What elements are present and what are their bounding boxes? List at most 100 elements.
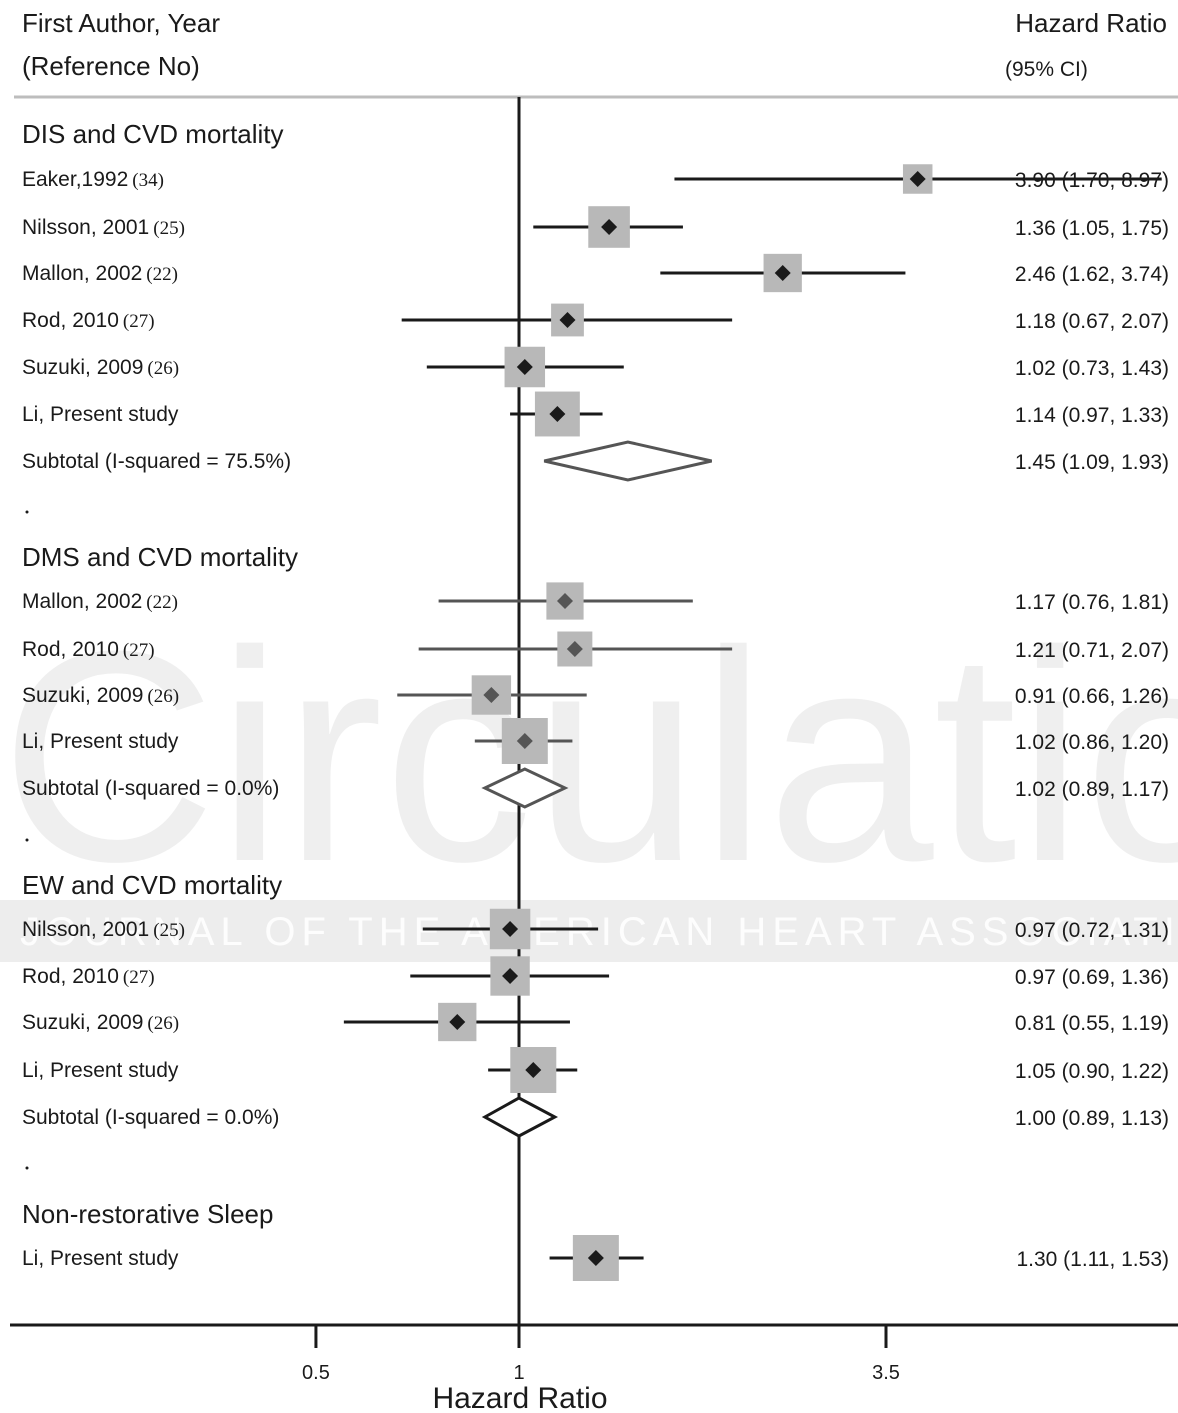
subtotal-label: Subtotal (I-squared = 75.5%) [22, 450, 291, 473]
hr-value: 1.17 (0.76, 1.81) [1015, 591, 1169, 614]
hr-value: 1.05 (0.90, 1.22) [1015, 1060, 1169, 1083]
study-reference: (22) [146, 592, 178, 613]
study-label: Mallon, 2002 (22) [22, 590, 178, 613]
point-estimate [516, 359, 533, 375]
study-row: Mallon, 2002 (22) 2.46 (1.62, 3.74) [22, 253, 1169, 293]
pooled-diamond [481, 767, 569, 809]
point-estimate [587, 1250, 604, 1266]
hr-value: 0.97 (0.69, 1.36) [1015, 966, 1169, 989]
study-row: Nilsson, 2001 (25) 1.36 (1.05, 1.75) [22, 206, 1169, 248]
subtotal-row: Subtotal (I-squared = 75.5%) 1.45 (1.09, … [22, 440, 1169, 482]
hr-value: 0.81 (0.55, 1.19) [1015, 1012, 1169, 1035]
x-tick-label: 0.5 [302, 1362, 330, 1384]
hr-value: 0.97 (0.72, 1.31) [1015, 919, 1169, 942]
point-estimate [559, 312, 576, 328]
hr-value: 0.91 (0.66, 1.26) [1015, 685, 1169, 708]
study-label: Suzuki, 2009 (26) [22, 356, 179, 379]
group-title: DIS and CVD mortality [22, 119, 284, 149]
study-group: DMS and CVD mortality Mallon, 2002 (22) 1.1… [22, 542, 1169, 842]
group-title: EW and CVD mortality [22, 870, 282, 900]
study-label: Li, Present study [22, 403, 179, 426]
group-title: DMS and CVD mortality [22, 542, 298, 572]
study-reference: (26) [147, 358, 179, 379]
x-tick-label: 1 [513, 1362, 524, 1384]
study-row: Nilsson, 2001 (25) 0.97 (0.72, 1.31) [22, 908, 1169, 950]
study-rows: DIS and CVD mortality Eaker,1992 (34) 3.90 … [22, 119, 1169, 1281]
point-estimate [774, 265, 791, 281]
study-label: Li, Present study [22, 730, 179, 753]
study-label: Li, Present study [22, 1247, 179, 1270]
study-reference: (27) [123, 967, 155, 988]
subtotal-value: 1.00 (0.89, 1.13) [1015, 1107, 1169, 1130]
header-hazard-ratio-label: Hazard Ratio [1015, 8, 1167, 38]
point-estimate [566, 641, 583, 657]
hr-value: 1.02 (0.86, 1.20) [1015, 731, 1169, 754]
study-row: Mallon, 2002 (22) 1.17 (0.76, 1.81) [22, 582, 1169, 620]
study-reference: (27) [123, 311, 155, 332]
subtotal-value: 1.45 (1.09, 1.93) [1015, 451, 1169, 474]
group-title: Non-restorative Sleep [22, 1199, 273, 1229]
study-group: DIS and CVD mortality Eaker,1992 (34) 3.90 … [22, 119, 1169, 514]
study-row: Li, Present study 1.05 (0.90, 1.22) [22, 1047, 1169, 1093]
spacer-dot [25, 1166, 29, 1170]
hr-value: 1.18 (0.67, 2.07) [1015, 310, 1169, 333]
study-reference: (25) [153, 218, 185, 239]
study-row: Li, Present study 1.14 (0.97, 1.33) [22, 391, 1169, 437]
hr-value: 1.14 (0.97, 1.33) [1015, 404, 1169, 427]
hr-value: 1.30 (1.11, 1.53) [1016, 1248, 1169, 1271]
study-reference: (25) [153, 920, 185, 941]
subtotal-label: Subtotal (I-squared = 0.0%) [22, 777, 279, 800]
study-label: Suzuki, 2009 (26) [22, 684, 179, 707]
hr-value: 1.21 (0.71, 2.07) [1015, 639, 1169, 662]
x-axis-title: Hazard Ratio [432, 1382, 607, 1413]
watermark-band [0, 900, 1178, 962]
study-label: Rod, 2010 (27) [22, 965, 155, 988]
point-estimate [502, 921, 519, 937]
subtotal-label: Subtotal (I-squared = 0.0%) [22, 1106, 279, 1129]
study-group: Non-restorative Sleep Li, Present study 1.… [22, 1199, 1169, 1281]
point-estimate [483, 687, 500, 703]
point-estimate [525, 1062, 542, 1078]
study-label: Rod, 2010 (27) [22, 638, 155, 661]
study-label: Li, Present study [22, 1059, 179, 1082]
study-group: EW and CVD mortality Nilsson, 2001 (25) 0.9… [22, 870, 1169, 1170]
study-label: Nilsson, 2001 (25) [22, 216, 185, 239]
study-label: Rod, 2010 (27) [22, 309, 155, 332]
header-author-label: First Author, Year [22, 8, 220, 38]
study-reference: (26) [147, 686, 179, 707]
hr-value: 2.46 (1.62, 3.74) [1015, 263, 1169, 286]
study-reference: (34) [132, 170, 164, 191]
study-reference: (27) [123, 640, 155, 661]
subtotal-row: Subtotal (I-squared = 0.0%) 1.00 (0.89, 1… [22, 1096, 1169, 1138]
study-row: Suzuki, 2009 (26) 1.02 (0.73, 1.43) [22, 346, 1169, 388]
hr-value: 1.02 (0.73, 1.43) [1015, 357, 1169, 380]
study-row: Suzuki, 2009 (26) 0.91 (0.66, 1.26) [22, 675, 1169, 715]
study-row: Eaker,1992 (34) 3.90 (1.70, 8.97) [22, 164, 1169, 194]
study-reference: (26) [147, 1013, 179, 1034]
x-axis-ticks: 0.5 1 3.5 [302, 1325, 900, 1384]
point-estimate [502, 968, 519, 984]
study-label: Eaker,1992 (34) [22, 168, 164, 191]
pooled-diamond [481, 1096, 559, 1138]
subtotal-row: Subtotal (I-squared = 0.0%) 1.02 (0.89, 1… [22, 767, 1169, 809]
study-row: Li, Present study 1.30 (1.11, 1.53) [22, 1235, 1169, 1281]
spacer-dot [25, 510, 29, 514]
subtotal-value: 1.02 (0.89, 1.17) [1015, 778, 1169, 801]
study-label: Suzuki, 2009 (26) [22, 1011, 179, 1034]
point-estimate [556, 593, 573, 609]
x-tick-label: 3.5 [872, 1362, 900, 1384]
header-reference-label: (Reference No) [22, 51, 200, 81]
hr-value: 1.36 (1.05, 1.75) [1015, 217, 1169, 240]
study-row: Rod, 2010 (27) 1.18 (0.67, 2.07) [22, 303, 1169, 337]
hr-value: 3.90 (1.70, 8.97) [1015, 169, 1169, 192]
study-label: Nilsson, 2001 (25) [22, 918, 185, 941]
study-row: Suzuki, 2009 (26) 0.81 (0.55, 1.19) [22, 1002, 1169, 1042]
point-estimate [909, 171, 926, 187]
study-row: Rod, 2010 (27) 0.97 (0.69, 1.36) [22, 956, 1169, 996]
study-reference: (22) [146, 264, 178, 285]
point-estimate [516, 733, 533, 749]
spacer-dot [25, 838, 29, 842]
point-estimate [601, 219, 618, 235]
pooled-diamond [543, 440, 712, 482]
